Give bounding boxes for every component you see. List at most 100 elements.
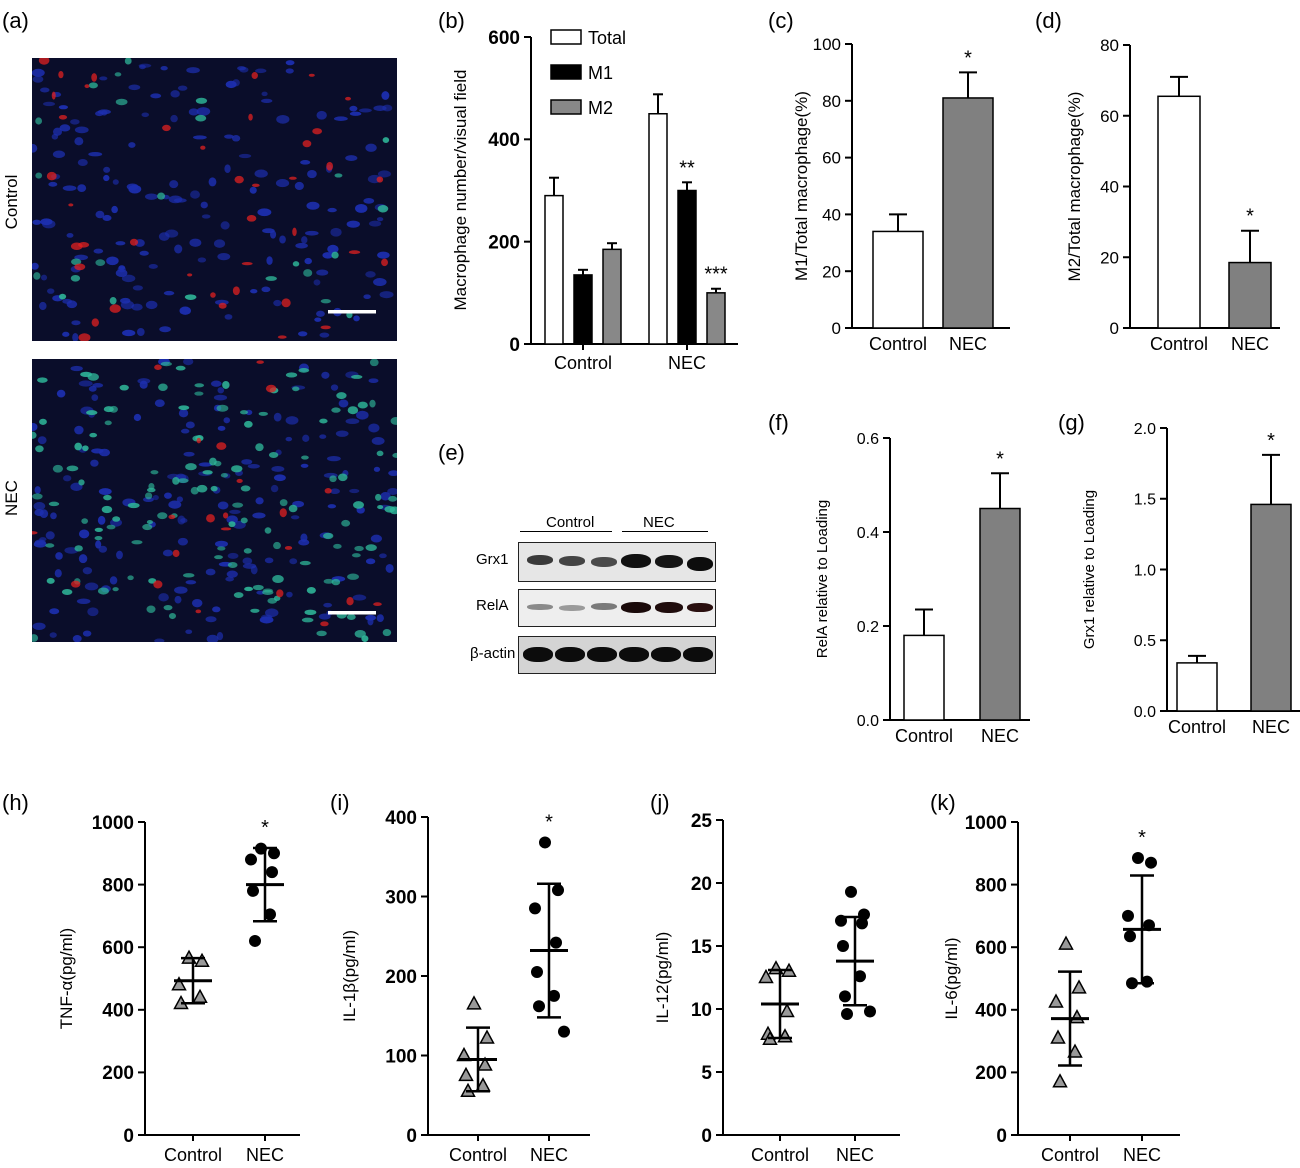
nucleus-dot [316,110,327,120]
nucleus-dot [319,434,327,439]
blot-band [687,557,713,571]
red-cell-dot [46,171,57,181]
nucleus-dot [217,425,226,431]
green-cell-dot [94,527,103,532]
nucleus-dot [76,598,91,605]
y-tick-label: 40 [822,206,841,225]
nucleus-dot [242,557,253,565]
red-cell-dot [251,183,260,188]
nucleus-dot [40,218,53,226]
nucleus-dot [128,142,136,148]
red-cell-dot [91,73,98,82]
nec-point [249,934,261,947]
y-tick-label: 200 [488,233,520,254]
nucleus-dot [43,101,56,107]
control-point [479,1029,495,1044]
panel-label-b: (b) [438,8,465,33]
y-tick-label: 0 [406,1126,417,1147]
significance-marker: * [1138,827,1146,849]
blot-band [621,554,651,568]
chart-k: 0 200 400 600 800 1000 IL-6(pg/ml) Control NEC * [942,813,1180,1165]
nucleus-dot [205,616,217,623]
green-cell-dot [103,406,114,413]
nucleus-dot [52,150,66,159]
nucleus-dot [327,207,337,213]
nucleus-dot [252,512,266,519]
bar-nec [942,97,994,329]
nucleus-dot [379,553,387,559]
panel-label-c: (c) [768,8,794,33]
nucleus-dot [266,256,273,265]
control-point [1069,1009,1085,1024]
bar-control [872,230,924,329]
y-tick-label: 100 [385,1046,417,1067]
green-cell-dot [227,561,238,569]
nucleus-dot [148,263,158,269]
nucleus-dot [95,540,102,549]
bar-control [903,634,945,721]
green-cell-dot [347,406,359,415]
nucleus-dot [201,214,211,219]
nucleus-dot [285,68,294,74]
green-cell-dot [66,465,79,472]
control-point [1048,993,1064,1008]
nec-point [533,1000,545,1013]
green-cell-dot [258,411,268,416]
nucleus-dot [164,229,179,238]
nucleus-dot [214,540,228,548]
nucleus-dot [185,580,197,585]
x-tick-label: Control [1041,1145,1099,1165]
nec-point [1145,856,1157,869]
y-tick-label: 2.0 [1134,421,1156,438]
nucleus-dot [133,413,142,422]
red-cell-dot [153,580,163,589]
green-cell-dot [336,392,347,400]
green-cell-dot [375,493,382,501]
blot-band [527,604,553,610]
green-cell-dot [376,450,384,457]
nucleus-dot [387,488,397,495]
nucleus-dot [185,421,195,429]
nucleus-dot [170,90,180,98]
nec-point [854,970,866,983]
nucleus-dot [224,314,233,320]
nucleus-dot [164,492,172,499]
nec-point [266,866,278,879]
y-tick-label: 0.0 [857,713,879,730]
red-cell-dot [302,140,312,148]
chart-f: 0.0 0.2 0.4 0.6 RelA relative to Loading Cont… [814,431,1030,746]
nucleus-dot [370,534,382,543]
control-point [1071,979,1087,994]
scale-bar [328,611,376,615]
green-cell-dot [160,361,172,367]
significance-marker: * [545,811,553,833]
x-tick-label: NEC [668,353,706,373]
green-cell-dot [377,205,389,213]
green-cell-dot [32,493,43,500]
red-cell-dot [162,124,171,132]
nucleus-dot [385,564,394,573]
nucleus-dot [93,248,104,254]
green-cell-dot [142,523,153,531]
blot-band [523,647,553,662]
nucleus-dot [122,329,136,337]
green-cell-dot [115,98,128,106]
green-cell-dot [146,519,153,525]
micrograph-control-image [32,58,394,341]
nucleus-dot [322,252,334,259]
nucleus-dot [74,137,84,146]
y-tick-label: 60 [1100,107,1119,126]
nucleus-dot [275,179,290,188]
legend-label: M1 [588,63,613,83]
green-cell-dot [33,272,41,280]
nucleus-dot [300,160,311,165]
bar-m1 [573,274,593,345]
nucleus-dot [74,126,89,134]
nucleus-dot [365,143,377,152]
green-cell-dot [351,553,361,558]
green-cell-dot [292,386,300,392]
x-tick-label: NEC [1231,334,1269,354]
nucleus-dot [62,298,73,304]
green-cell-dot [240,485,251,492]
nucleus-dot [217,252,231,261]
